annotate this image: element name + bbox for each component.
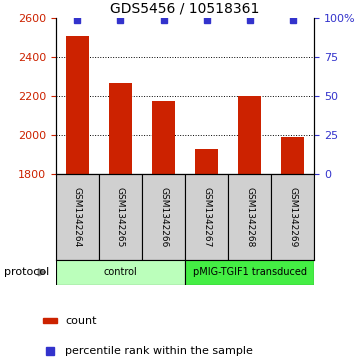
Bar <box>281 137 304 174</box>
Text: GSM1342267: GSM1342267 <box>202 187 211 247</box>
Text: pMIG-TGIF1 transduced: pMIG-TGIF1 transduced <box>192 267 306 277</box>
Bar <box>43 318 57 323</box>
Bar <box>185 260 314 285</box>
Bar <box>195 149 218 174</box>
Bar <box>109 82 132 174</box>
Text: GSM1342265: GSM1342265 <box>116 187 125 247</box>
Title: GDS5456 / 10518361: GDS5456 / 10518361 <box>110 1 260 16</box>
Bar <box>56 260 185 285</box>
Text: count: count <box>65 315 96 326</box>
Bar <box>271 174 314 260</box>
Bar <box>238 96 261 174</box>
Bar <box>228 174 271 260</box>
Bar <box>185 174 228 260</box>
Text: control: control <box>104 267 137 277</box>
Text: percentile rank within the sample: percentile rank within the sample <box>65 346 253 356</box>
Text: GSM1342266: GSM1342266 <box>159 187 168 247</box>
Bar <box>142 174 185 260</box>
Text: GSM1342269: GSM1342269 <box>288 187 297 247</box>
Text: protocol: protocol <box>4 267 49 277</box>
Bar <box>152 101 175 174</box>
Text: GSM1342268: GSM1342268 <box>245 187 254 247</box>
Bar <box>66 36 89 174</box>
Bar <box>56 174 99 260</box>
Text: GSM1342264: GSM1342264 <box>73 187 82 247</box>
Bar <box>99 174 142 260</box>
